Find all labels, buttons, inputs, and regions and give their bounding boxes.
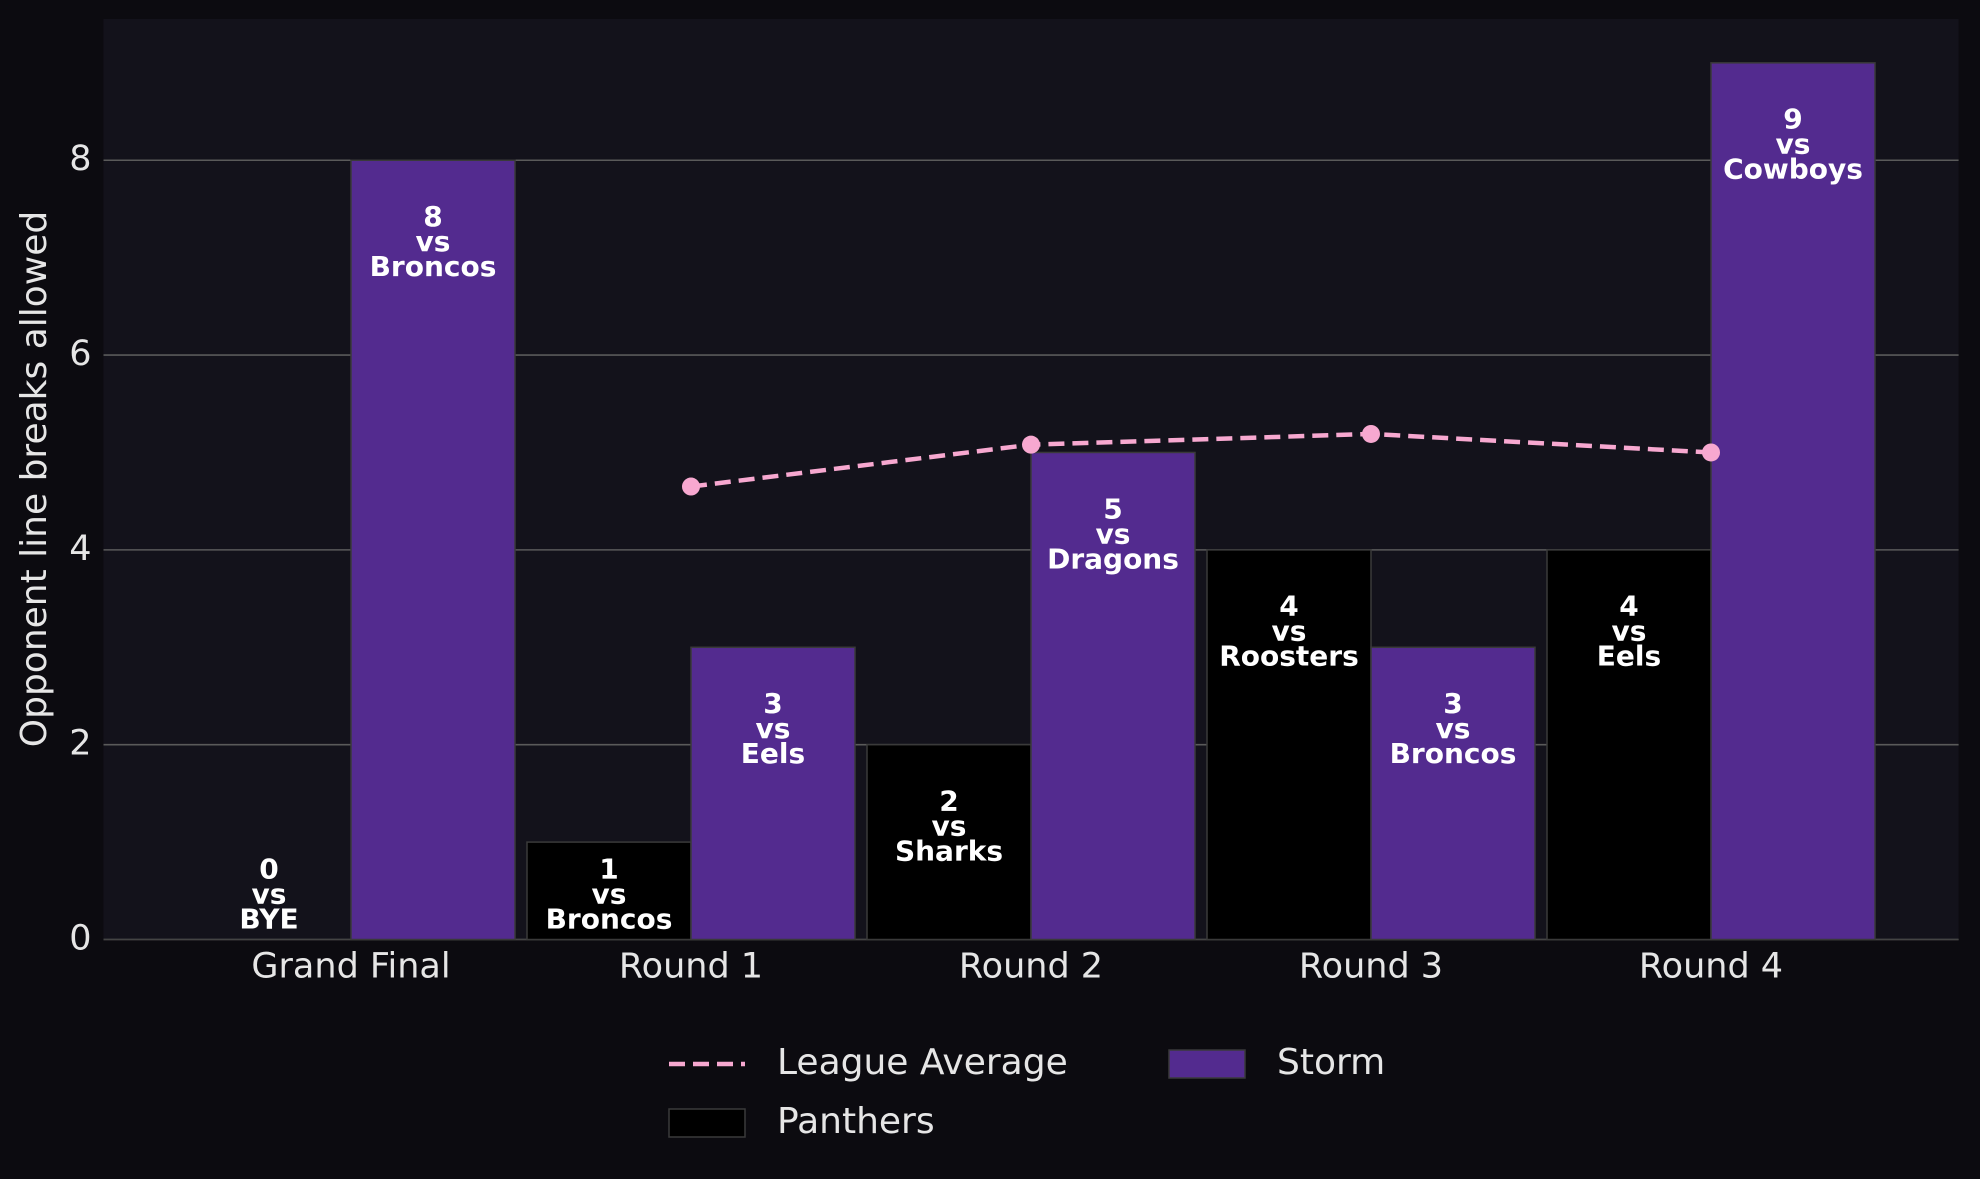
y-tick-label: 0 [69, 919, 91, 959]
data-label: Eels [741, 737, 805, 770]
data-label: 2 [939, 784, 958, 817]
data-label: 0 [259, 853, 278, 886]
y-tick-label: 8 [69, 139, 91, 179]
data-label: Sharks [895, 834, 1003, 867]
point [1362, 424, 1380, 443]
data-label: 4 [1619, 590, 1638, 623]
data-label: 3 [1443, 687, 1462, 720]
data-label: 4 [1279, 590, 1298, 623]
data-label: 5 [1103, 492, 1122, 525]
data-label: Eels [1597, 640, 1661, 673]
data-label: vs [756, 712, 791, 745]
data-label: vs [592, 878, 627, 911]
data-label: 8 [423, 200, 442, 233]
data-label: 3 [763, 687, 782, 720]
legend-label: Storm [1277, 1042, 1385, 1083]
legend-swatch [1168, 1049, 1246, 1079]
data-label: 1 [599, 853, 618, 886]
data-label: vs [1776, 128, 1811, 161]
bar [1370, 646, 1536, 941]
point [682, 477, 700, 496]
data-label: Cowboys [1723, 153, 1863, 186]
legend-label: Panthers [777, 1101, 935, 1142]
data-label: 9 [1783, 103, 1802, 136]
x-tick-label: Round 2 [959, 947, 1103, 987]
y-tick-label: 4 [69, 529, 91, 569]
bar [1546, 549, 1712, 941]
line [690, 431, 1712, 489]
data-label: vs [416, 225, 451, 258]
data-label: BYE [239, 903, 298, 936]
data-label: Broncos [1390, 737, 1517, 770]
x-tick-label: Grand Final [251, 947, 450, 987]
point [1702, 443, 1720, 462]
x-tick-label: Round 3 [1299, 947, 1443, 987]
data-label: Broncos [370, 250, 497, 283]
data-label: vs [1612, 615, 1647, 648]
data-label: Dragons [1047, 542, 1179, 575]
bar [866, 743, 1032, 941]
legend-label: League Average [777, 1042, 1068, 1083]
data-label: vs [252, 878, 287, 911]
data-label: Roosters [1219, 640, 1359, 673]
data-label: vs [1096, 517, 1131, 550]
y-axis-label: Opponent line breaks allowed [14, 211, 55, 747]
y-tick-label: 2 [69, 724, 91, 764]
x-tick-label: Round 4 [1639, 947, 1783, 987]
bar [1710, 62, 1876, 941]
data-label: Broncos [546, 903, 673, 936]
x-tick-label: Round 1 [619, 947, 763, 987]
data-label: vs [1436, 712, 1471, 745]
legend-swatch [668, 1108, 746, 1138]
bar [1030, 451, 1196, 941]
bar [350, 159, 516, 941]
point [1022, 435, 1040, 454]
y-tick-label: 6 [69, 334, 91, 374]
bar [1206, 549, 1372, 941]
data-label: vs [1272, 615, 1307, 648]
data-label: vs [932, 809, 967, 842]
bar [690, 646, 856, 941]
